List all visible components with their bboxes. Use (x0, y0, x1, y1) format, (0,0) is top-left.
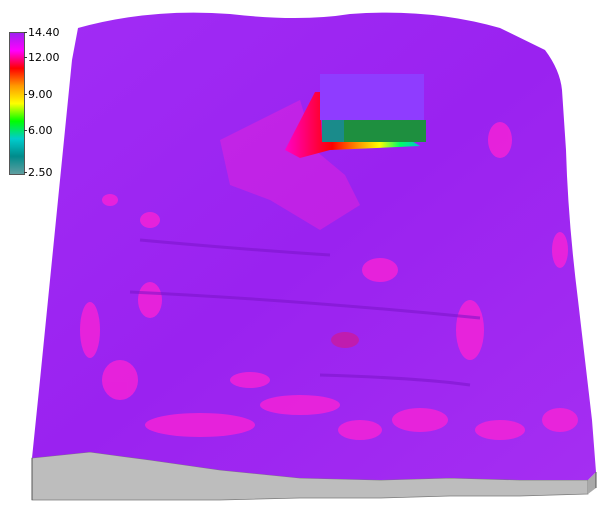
legend-label-6: 6.00 (28, 124, 53, 137)
legend-label-min: 2.50 (28, 166, 53, 179)
terrain-ridges (129, 238, 481, 387)
legend-color-bar (9, 32, 25, 175)
legend-label-9: 9.00 (28, 88, 53, 101)
terrain-surface (32, 12, 596, 480)
legend-tick-mark (24, 130, 27, 131)
legend-tick-mark (24, 57, 27, 58)
block-front-teal (322, 120, 344, 142)
legend-label-max: 14.40 (28, 26, 60, 39)
terrain-side-right (588, 472, 596, 494)
legend-tick-mark (24, 172, 27, 173)
terrain-side-wall (31, 451, 589, 501)
legend-label-12: 12.00 (28, 51, 60, 64)
block-top (320, 74, 424, 120)
legend-tick-mark (24, 94, 27, 95)
raised-block (285, 74, 426, 158)
legend-tick-mark (24, 32, 27, 33)
color-legend: 14.40 12.00 9.00 6.00 2.50 (6, 26, 66, 179)
block-front-green (344, 120, 426, 142)
terrain-highlights (80, 100, 578, 440)
